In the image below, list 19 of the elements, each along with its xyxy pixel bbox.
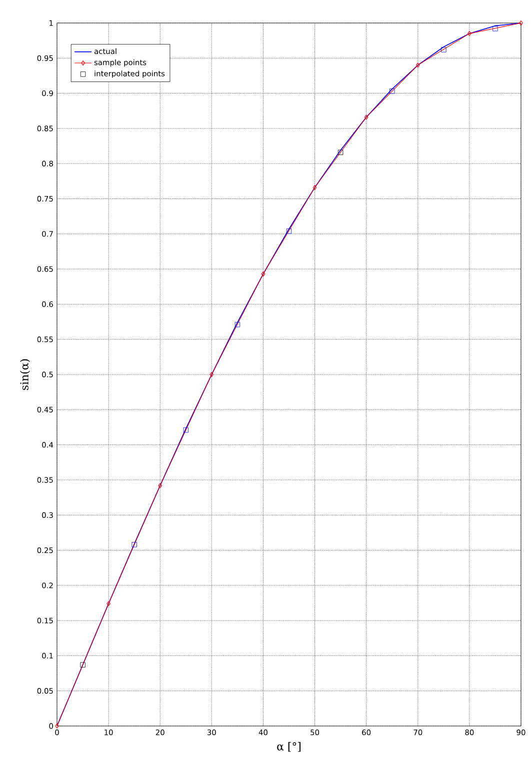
point	[158, 483, 162, 488]
point	[441, 47, 446, 52]
point	[210, 372, 214, 377]
point	[416, 62, 420, 68]
point	[390, 88, 395, 94]
y-axis-title: sin(α)	[20, 359, 30, 390]
point	[183, 427, 188, 433]
point	[80, 662, 86, 668]
point	[468, 31, 472, 36]
point	[286, 228, 292, 234]
point	[338, 150, 344, 155]
point	[261, 271, 266, 276]
point	[132, 542, 137, 548]
point	[312, 185, 317, 190]
point	[106, 601, 110, 606]
point	[492, 26, 498, 32]
x-axis-title: α [°]	[277, 742, 300, 752]
point	[234, 322, 240, 328]
point	[364, 114, 368, 120]
